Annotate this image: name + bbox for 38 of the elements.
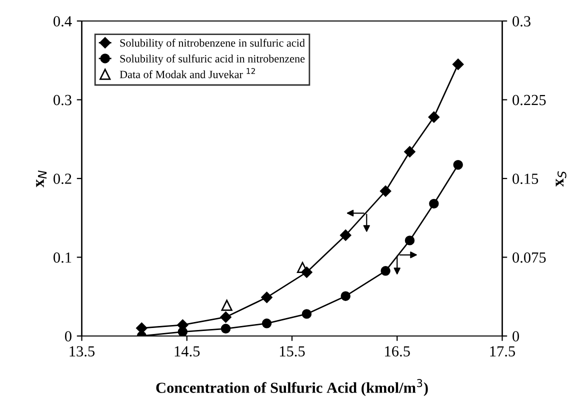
y-tick-label: 0.1 — [54, 252, 72, 263]
y2-axis-title: x$_{S}$ — [556, 171, 566, 187]
point — [404, 146, 416, 158]
y-tick-label: 0 — [64, 331, 72, 342]
x-tick-label: 17.5 — [490, 346, 516, 357]
point — [453, 160, 463, 170]
y2-tick-label: 0 — [512, 331, 520, 342]
point — [340, 291, 350, 301]
legend-label: Solubility of sulfuric acid in nitrobenzene — [120, 54, 305, 65]
point — [178, 326, 188, 336]
y2-tick-label: 0.225 — [512, 94, 546, 106]
x-tick-label: 14.5 — [174, 346, 200, 357]
point — [428, 111, 440, 123]
point — [220, 311, 232, 323]
x-tick-label: 15.5 — [280, 346, 305, 357]
y-tick-label: 0.2 — [54, 174, 72, 184]
legend-label: Solubility of nitrobenzene in sulfuric acid — [120, 38, 305, 49]
legend-label: Data of Modak and Juvekar $^{12}$ — [120, 68, 255, 78]
point — [302, 309, 312, 319]
y2-tick-label: 0.15 — [512, 174, 538, 184]
x-tick-label: 13.5 — [70, 346, 95, 357]
point — [262, 318, 272, 328]
point — [380, 266, 390, 276]
x-tick-label: 16.5 — [385, 346, 410, 357]
y2-tick-label: 0.075 — [512, 252, 546, 263]
y2-tick-label: 0.3 — [512, 16, 530, 27]
x-axis-title: Concentration of Sulfuric Acid (kmol/m$^{3}$) — [156, 379, 428, 396]
point — [452, 58, 464, 70]
y-axis-title: x$_{N}$ — [36, 170, 47, 188]
point — [221, 300, 232, 311]
point — [404, 236, 415, 246]
y-tick-label: 0.3 — [54, 94, 72, 106]
point — [220, 324, 231, 334]
point — [261, 292, 272, 304]
y-tick-label: 0.4 — [54, 16, 72, 27]
point — [340, 230, 352, 241]
point — [380, 185, 392, 197]
point — [429, 198, 439, 209]
